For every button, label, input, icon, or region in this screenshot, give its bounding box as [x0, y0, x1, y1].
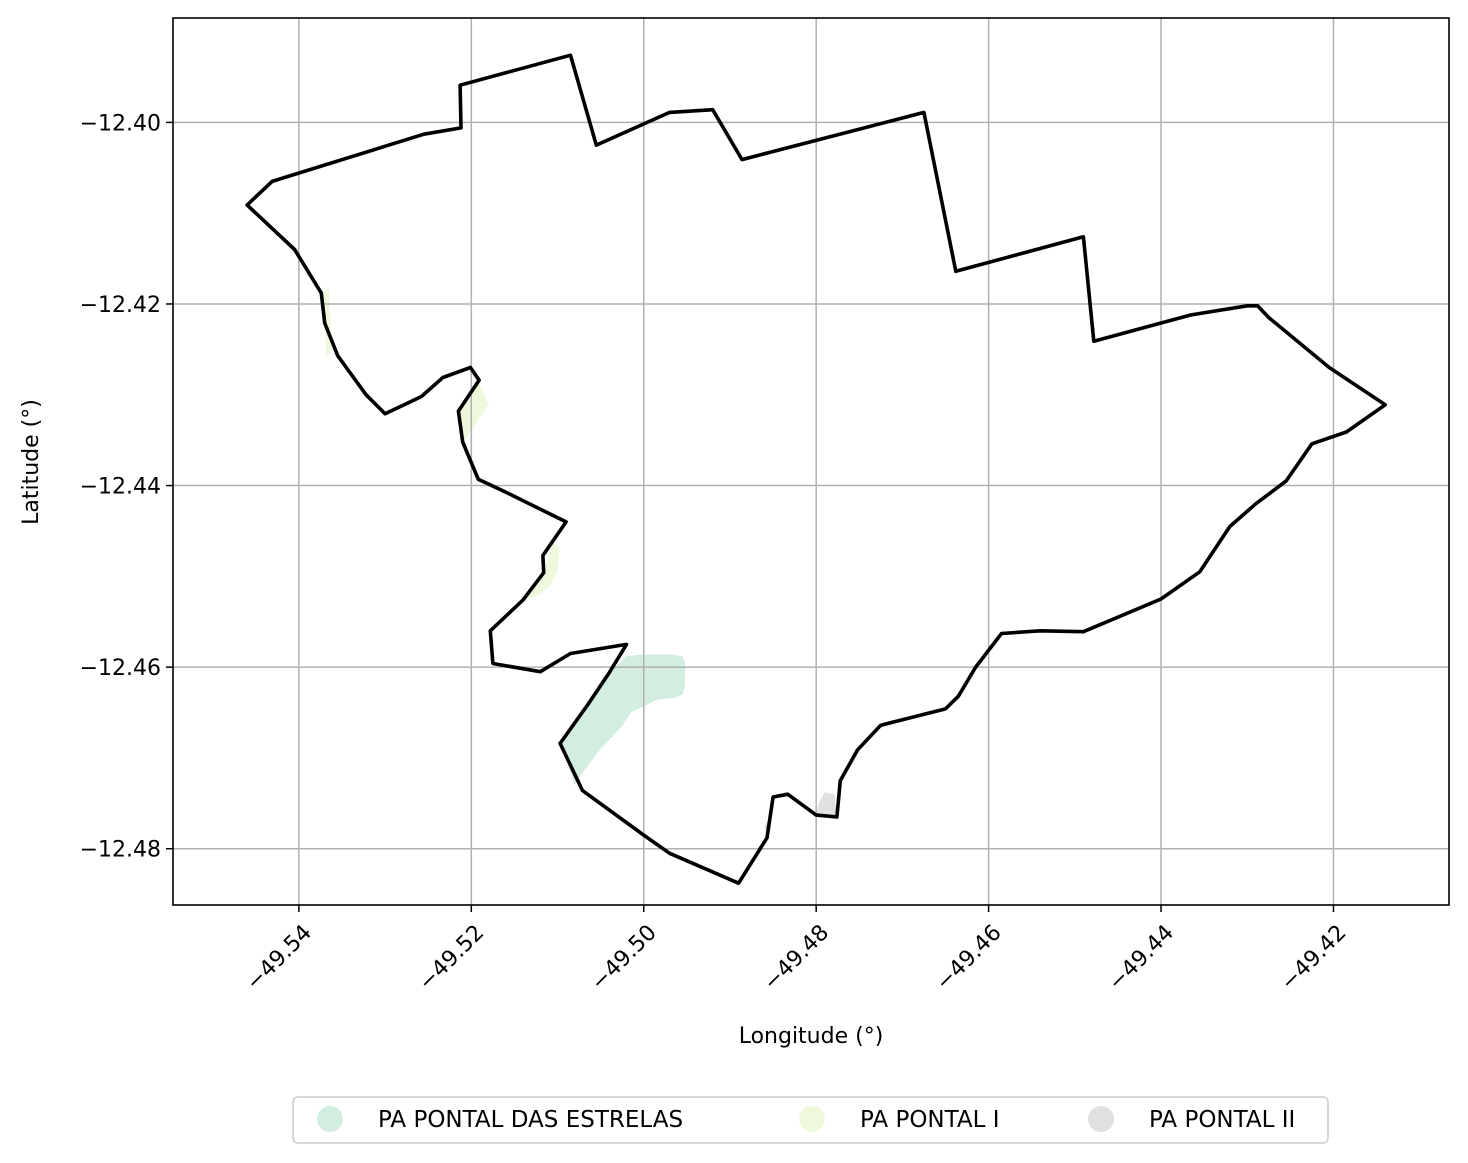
legend-label-3: PA PONTAL II — [1149, 1107, 1295, 1133]
legend-items: PA PONTAL DAS ESTRELAS PA PONTAL I PA PONT… — [317, 1106, 1295, 1133]
legend-marker-3 — [1088, 1106, 1114, 1132]
y-tick-label: −12.48 — [80, 838, 161, 863]
y-tick-label: −12.40 — [80, 111, 161, 136]
x-axis-label: Longitude (°) — [739, 1024, 884, 1049]
legend-marker-1 — [317, 1106, 343, 1132]
y-tick-label: −12.42 — [80, 293, 161, 318]
y-tick-label: −12.44 — [80, 475, 161, 500]
legend-marker-2 — [799, 1106, 825, 1132]
legend: PA PONTAL DAS ESTRELAS PA PONTAL I PA PONT… — [293, 1097, 1328, 1143]
legend-label-2: PA PONTAL I — [860, 1107, 1000, 1133]
legend-label-1: PA PONTAL DAS ESTRELAS — [378, 1107, 683, 1133]
y-tick-label: −12.46 — [80, 656, 161, 681]
y-axis-label: Latitude (°) — [19, 399, 44, 525]
